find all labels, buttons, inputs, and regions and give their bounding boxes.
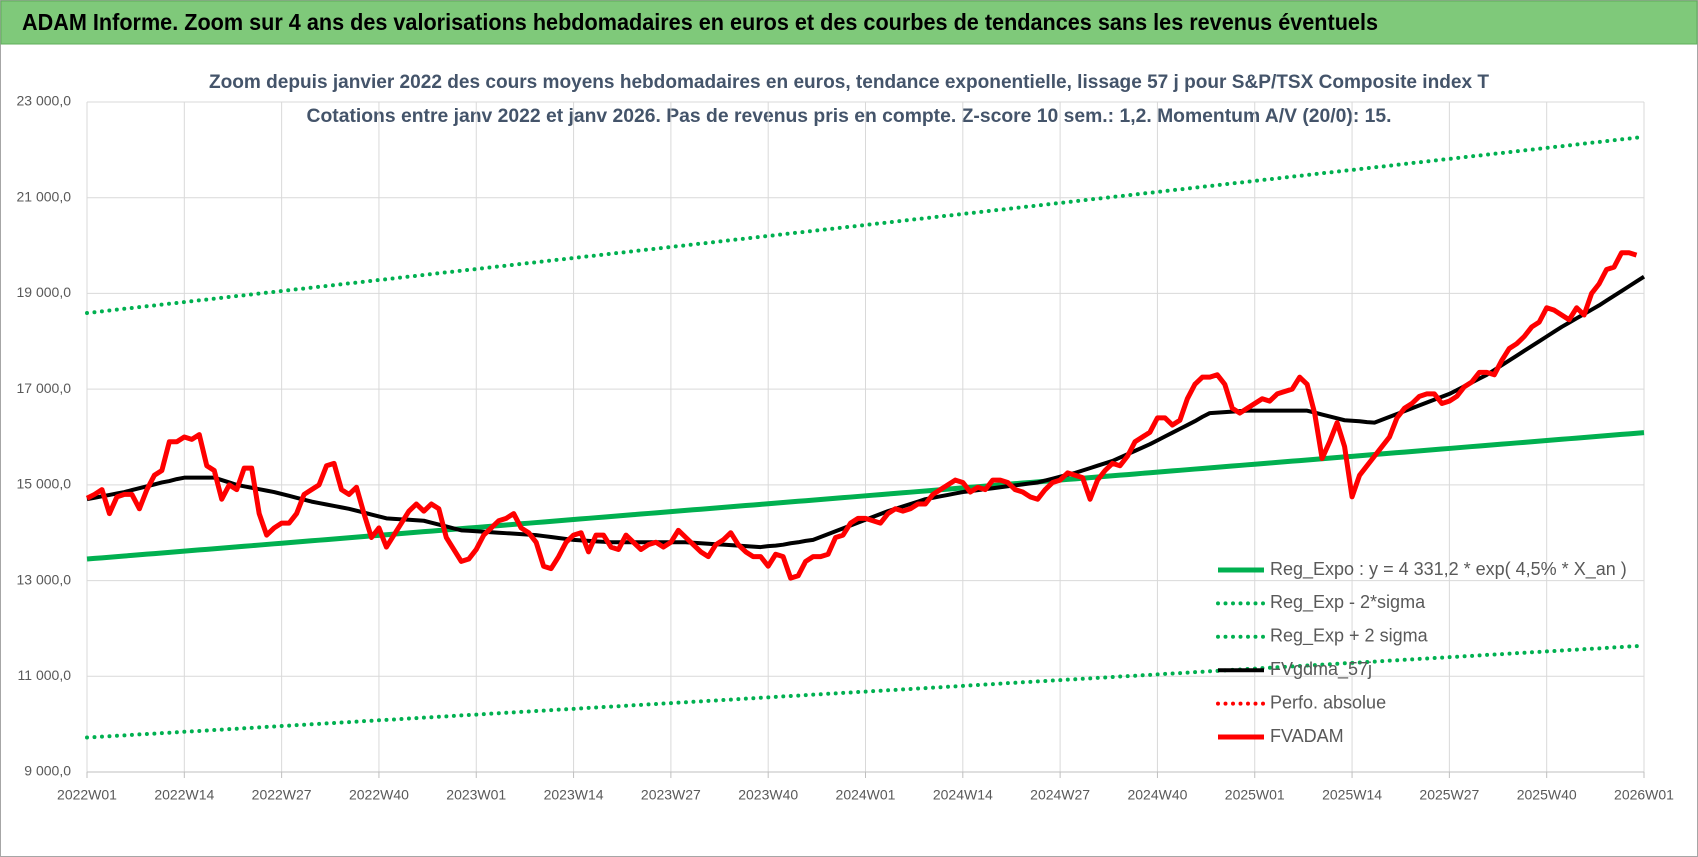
x-tick-label: 2025W01 <box>1225 787 1285 803</box>
y-tick-label: 11 000,0 <box>18 667 72 683</box>
x-tick-label: 2023W27 <box>641 787 701 803</box>
legend-label: FVgdma_57j <box>1270 659 1372 680</box>
x-tick-label: 2024W40 <box>1127 787 1187 803</box>
legend-label: Reg_Exp + 2 sigma <box>1270 626 1429 647</box>
x-tick-label: 2022W27 <box>252 787 312 803</box>
legend-label: Reg_Exp - 2*sigma <box>1270 592 1426 613</box>
series-line <box>85 250 1638 581</box>
x-tick-label: 2025W27 <box>1419 787 1479 803</box>
y-tick-label: 9 000,0 <box>24 763 71 779</box>
x-tick-label: 2024W01 <box>836 787 896 803</box>
x-tick-label: 2025W14 <box>1322 787 1382 803</box>
x-tick-label: 2024W27 <box>1030 787 1090 803</box>
x-tick-label: 2023W14 <box>544 787 604 803</box>
x-tick-label: 2022W40 <box>349 787 409 803</box>
legend-label: Reg_Expo : y = 4 331,2 * exp( 4,5% * X_a… <box>1270 559 1627 580</box>
series-line <box>85 134 1646 316</box>
x-tick-label: 2024W14 <box>933 787 993 803</box>
legend: Reg_Expo : y = 4 331,2 * exp( 4,5% * X_a… <box>1216 559 1627 746</box>
legend-label: FVADAM <box>1270 726 1344 746</box>
x-tick-label: 2023W40 <box>738 787 798 803</box>
y-tick-label: 21 000,0 <box>17 188 72 204</box>
chart-title: Zoom depuis janvier 2022 des cours moyen… <box>209 72 1489 93</box>
x-tick-label: 2025W40 <box>1517 787 1577 803</box>
y-tick-label: 23 000,0 <box>17 93 72 109</box>
x-tick-label: 2026W01 <box>1614 787 1674 803</box>
y-tick-label: 13 000,0 <box>17 571 72 587</box>
y-tick-label: 19 000,0 <box>17 284 72 300</box>
header-band <box>0 0 1698 45</box>
x-tick-label: 2022W01 <box>57 787 117 803</box>
legend-label: Perfo. absolue <box>1270 692 1386 712</box>
chart-subtitle: Cotations entre janv 2022 et janv 2026. … <box>307 106 1392 127</box>
series-line <box>85 643 1646 740</box>
y-tick-label: 15 000,0 <box>17 476 72 492</box>
y-tick-label: 17 000,0 <box>17 380 72 396</box>
header-title: ADAM Informe. Zoom sur 4 ans des valoris… <box>22 9 1378 35</box>
series-line <box>86 430 1645 562</box>
x-tick-label: 2023W01 <box>446 787 506 803</box>
x-tick-label: 2022W14 <box>154 787 214 803</box>
